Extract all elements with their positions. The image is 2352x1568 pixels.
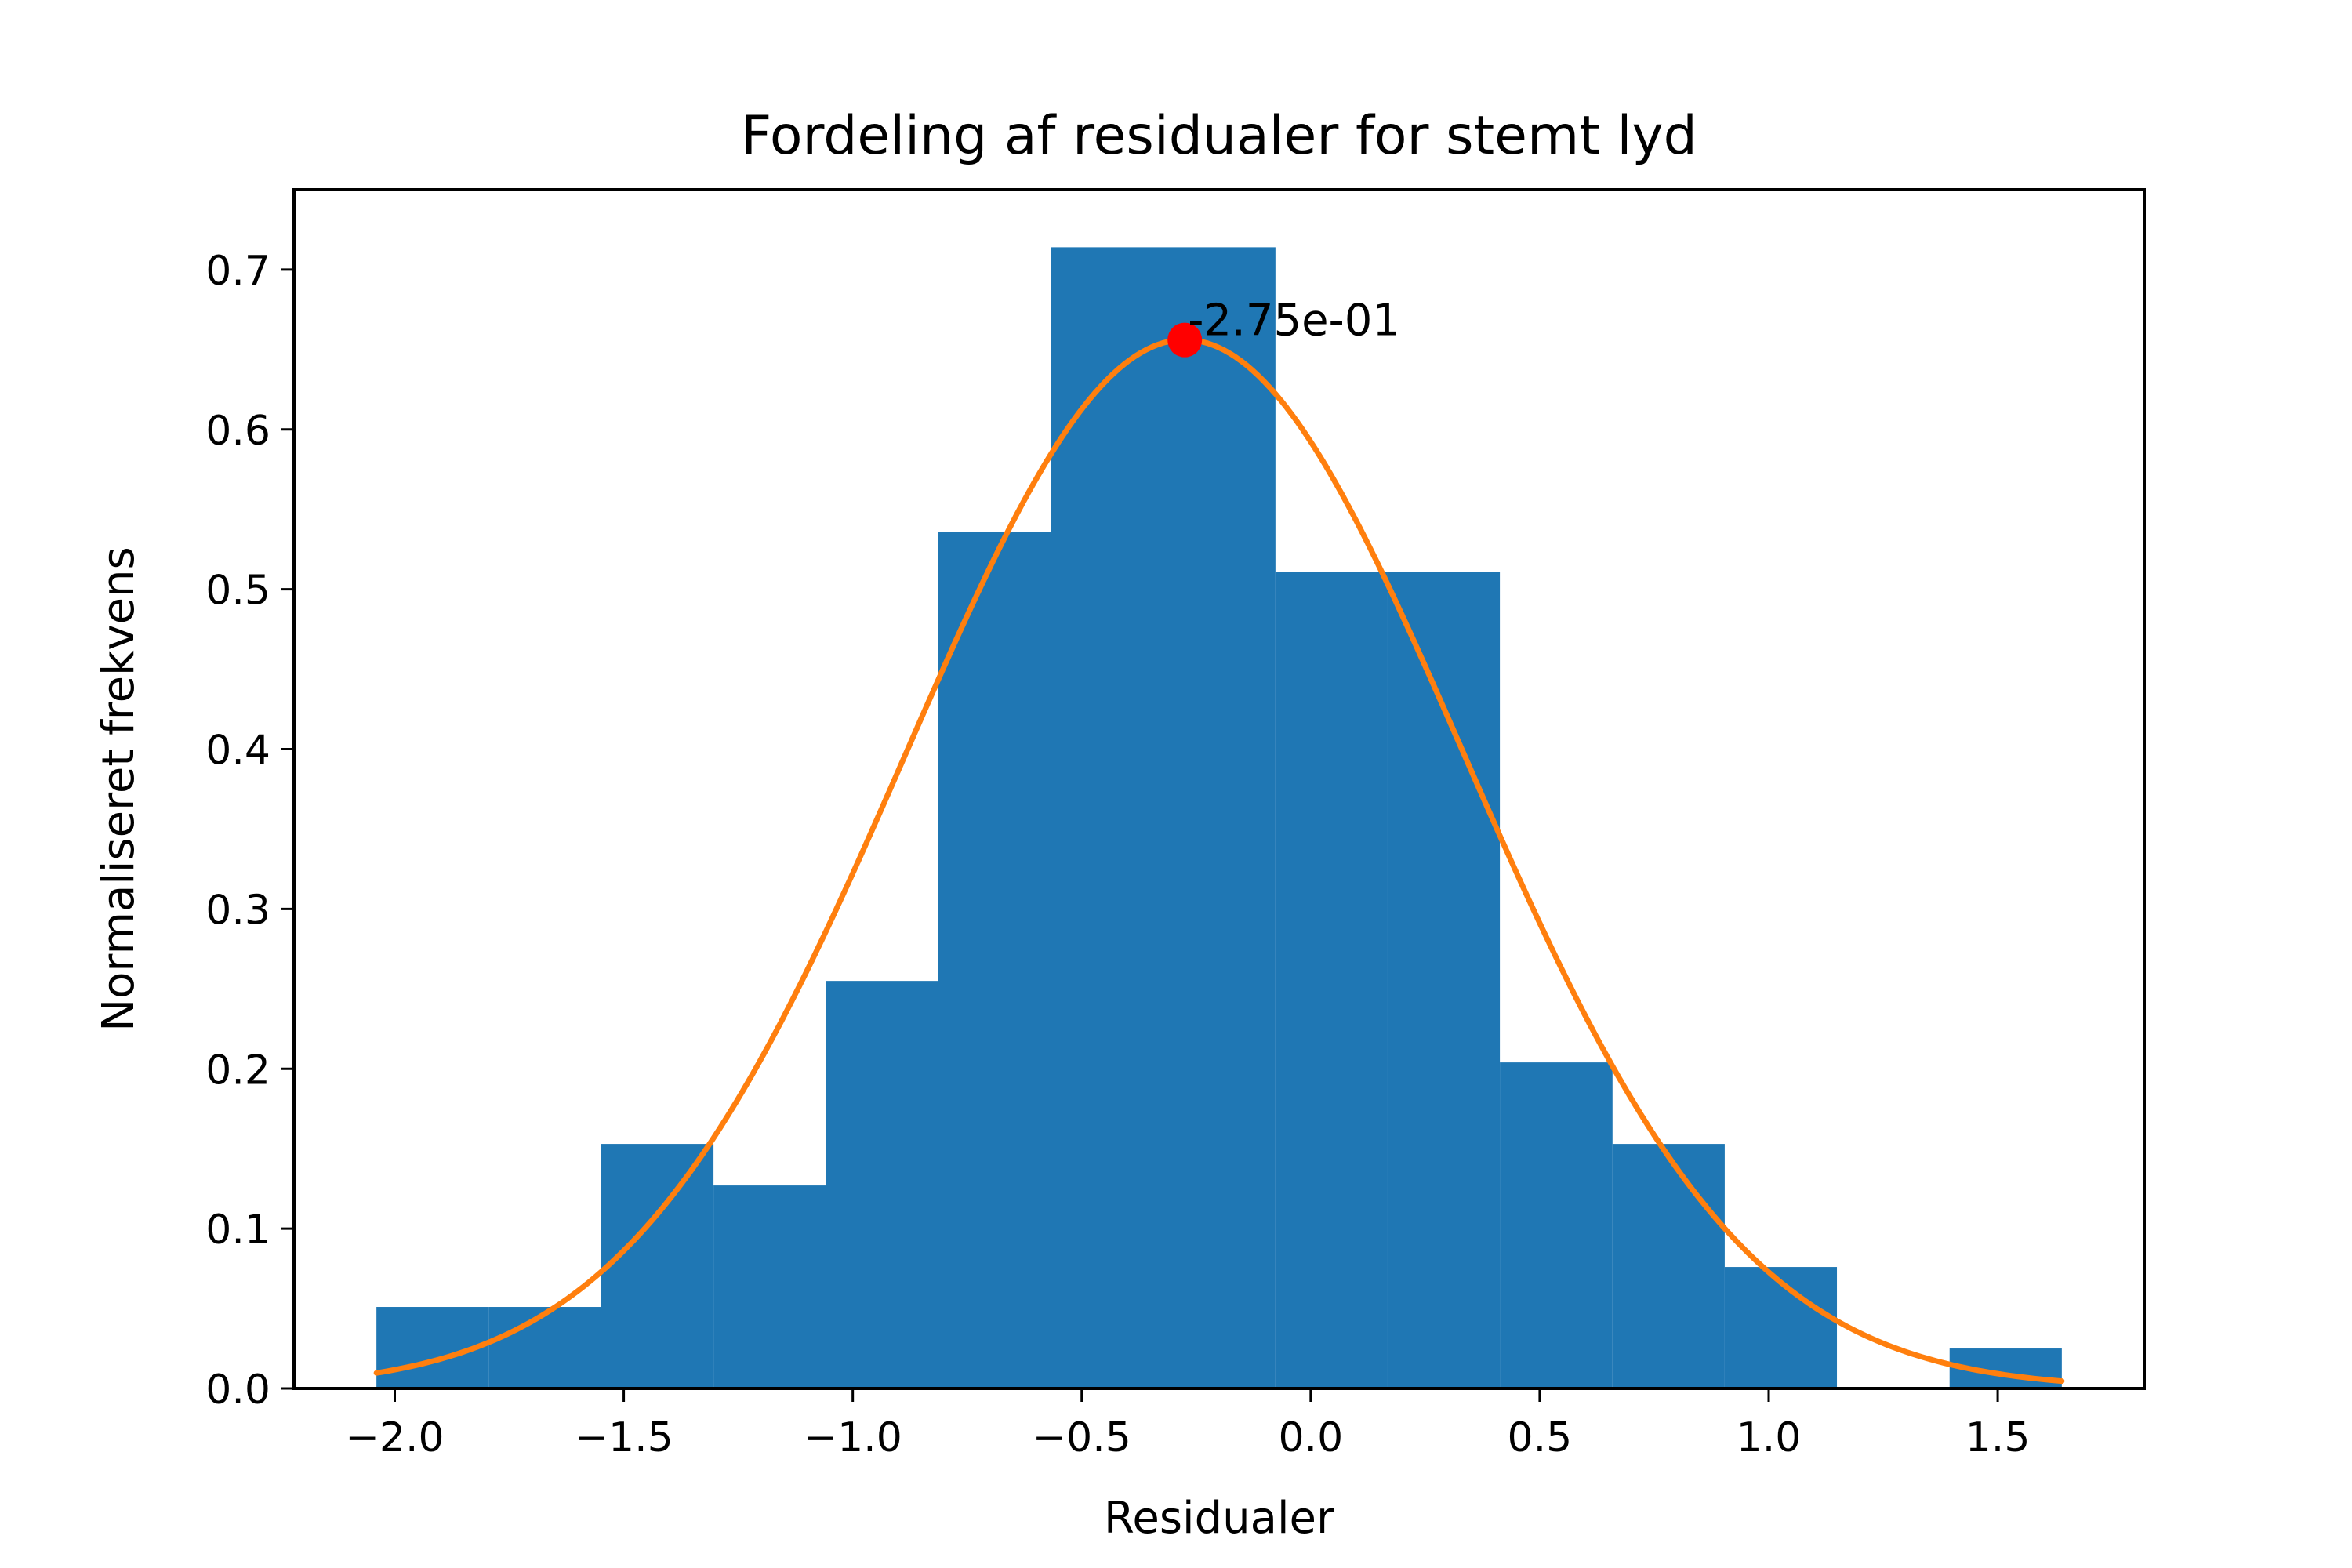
histogram-bar-8 — [1275, 572, 1388, 1388]
histogram-bar-3 — [713, 1185, 826, 1388]
histogram-bar-1 — [488, 1307, 601, 1388]
x-tick-label: 1.0 — [1737, 1414, 1802, 1461]
x-tick-label: 0.5 — [1508, 1414, 1573, 1461]
histogram-bar-10 — [1500, 1062, 1613, 1388]
x-tick-label: −2.0 — [345, 1414, 444, 1461]
x-tick-label: −0.5 — [1033, 1414, 1131, 1461]
fit-curve-layer — [373, 336, 2065, 1385]
histogram-bar-12 — [1724, 1267, 1838, 1388]
histogram-bar-2 — [601, 1144, 714, 1388]
x-tick-label: −1.5 — [574, 1414, 673, 1461]
histogram-bars — [376, 247, 2062, 1389]
histogram-bar-6 — [1051, 247, 1163, 1389]
histogram-bar-7 — [1163, 247, 1276, 1389]
histogram-bar-4 — [826, 981, 938, 1388]
y-tick-label: 0.0 — [205, 1367, 270, 1414]
x-tick-label: 0.0 — [1278, 1414, 1343, 1461]
y-tick-label: 0.5 — [205, 568, 270, 615]
y-tick-label: 0.3 — [205, 887, 270, 934]
chart-title: Fordeling af residualer for stemt lyd — [741, 105, 1697, 167]
x-axis-label: Residualer — [1104, 1493, 1335, 1544]
peak-marker-point — [1167, 322, 1203, 358]
x-tick-label: −1.0 — [804, 1414, 902, 1461]
y-tick-label: 0.1 — [205, 1207, 270, 1254]
x-tick-label: 1.5 — [1965, 1414, 2031, 1461]
y-tick-label: 0.6 — [205, 408, 270, 455]
peak-marker-label: -2.75e-01 — [1188, 296, 1400, 347]
x-axis-ticks: −2.0 −1.5 −1.0 −0.5 0.0 0.5 1.0 1.5 — [345, 1388, 2030, 1461]
y-tick-label: 0.4 — [205, 728, 270, 775]
y-tick-label: 0.7 — [205, 248, 270, 295]
y-axis-label: Normaliseret frekvens — [93, 546, 144, 1031]
histogram-bar-11 — [1612, 1144, 1725, 1388]
histogram-bar-5 — [938, 532, 1051, 1388]
y-axis-ticks: 0.0 0.1 0.2 0.3 0.4 0.5 0.6 0.7 — [205, 248, 294, 1414]
plot-frame — [292, 188, 2146, 1390]
histogram-bar-9 — [1387, 572, 1501, 1388]
fit-curve-line — [373, 336, 2065, 1385]
y-tick-label: 0.2 — [205, 1047, 270, 1094]
peak-marker-layer: -2.75e-01 — [1167, 296, 1400, 358]
